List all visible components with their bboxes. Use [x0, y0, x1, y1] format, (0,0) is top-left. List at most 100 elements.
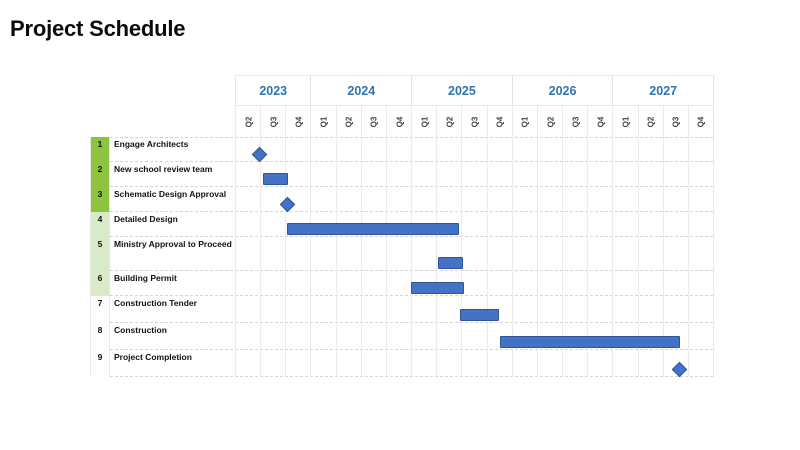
grid-vline — [310, 137, 312, 377]
grid-vline — [562, 137, 564, 377]
page-title: Project Schedule — [10, 16, 186, 41]
grid-vline — [436, 137, 438, 377]
quarter-cell — [486, 106, 512, 137]
task-number: 8 — [90, 323, 110, 350]
quarter-label: Q1 — [420, 116, 430, 127]
grid-vline — [612, 137, 614, 377]
quarter-cell — [385, 106, 411, 137]
quarter-cell — [360, 106, 386, 137]
quarter-cell — [562, 106, 587, 137]
task-number: 2 — [90, 162, 110, 187]
year-label: 2023 — [259, 83, 288, 98]
task-number: 3 — [90, 187, 110, 212]
quarter-label: Q1 — [319, 116, 329, 127]
grid-vline — [587, 137, 589, 377]
task-number: 6 — [90, 271, 110, 296]
quarter-cell — [612, 106, 637, 137]
grid-vline — [411, 137, 413, 377]
quarter-label: Q3 — [470, 116, 480, 127]
quarter-label: Q4 — [696, 116, 706, 127]
task-row — [90, 237, 714, 271]
task-row — [90, 212, 714, 237]
grid-vline — [687, 137, 689, 377]
grid-vline — [713, 137, 715, 377]
task-row — [90, 271, 714, 296]
quarter-label: Q3 — [369, 116, 379, 127]
quarter-label: Q4 — [395, 116, 405, 127]
grid-vline — [235, 137, 236, 377]
task-row — [90, 137, 714, 162]
quarter-cell — [637, 106, 663, 137]
quarter-label: Q3 — [269, 116, 279, 127]
task-name: Detailed Design — [114, 214, 178, 224]
quarter-label: Q2 — [445, 116, 455, 127]
year-cell: 2027 — [612, 75, 714, 106]
quarter-cell — [511, 106, 537, 137]
task-row — [90, 350, 714, 377]
year-label: 2026 — [548, 83, 577, 98]
grid-vline — [285, 137, 287, 377]
task-number: 5 — [90, 237, 110, 271]
header-right-edge — [713, 75, 715, 137]
year-label: 2024 — [347, 83, 376, 98]
quarter-label: Q4 — [294, 116, 304, 127]
year-cell: 2025 — [411, 75, 512, 106]
quarter-label: Q4 — [596, 116, 606, 127]
task-row — [90, 187, 714, 212]
task-name: Construction Tender — [114, 298, 197, 308]
quarter-label: Q4 — [495, 116, 505, 127]
quarter-label: Q1 — [520, 116, 530, 127]
task-number: 1 — [90, 137, 110, 162]
gantt-bar — [437, 257, 463, 269]
quarter-label: Q2 — [344, 116, 354, 127]
task-name: Building Permit — [114, 273, 177, 283]
quarter-label: Q2 — [244, 116, 254, 127]
quarter-cell — [335, 106, 361, 137]
quarter-label: Q3 — [571, 116, 581, 127]
year-label: 2027 — [649, 83, 678, 98]
task-name: New school review team — [114, 164, 213, 174]
quarter-cell — [461, 106, 486, 137]
year-cell: 2023 — [235, 75, 311, 106]
task-row — [90, 296, 714, 323]
grid-vline — [662, 137, 664, 377]
quarter-label: Q2 — [546, 116, 555, 127]
quarter-cell — [411, 106, 436, 137]
quarter-label: Q2 — [646, 116, 656, 127]
quarter-cell — [662, 106, 688, 137]
quarter-cell — [536, 106, 562, 137]
grid-vline — [260, 137, 262, 377]
gantt-bar — [287, 223, 459, 235]
gantt-bar — [411, 282, 464, 294]
grid-vline — [536, 137, 538, 377]
quarter-cell — [285, 106, 310, 137]
task-row — [90, 162, 714, 187]
year-cell: 2026 — [511, 75, 613, 106]
task-name: Project Completion — [114, 352, 192, 362]
task-name: Schematic Design Approval — [114, 189, 227, 199]
gantt-bar — [460, 309, 500, 321]
task-name: Construction — [114, 325, 167, 335]
task-row — [90, 323, 714, 350]
rows-top-line — [90, 137, 714, 138]
grid-vline — [385, 137, 387, 377]
task-number: 7 — [90, 296, 110, 323]
year-cell: 2024 — [310, 75, 412, 106]
quarter-cell — [235, 106, 260, 137]
task-number: 9 — [90, 350, 110, 377]
gantt-bar — [262, 173, 288, 185]
grid-vline — [486, 137, 488, 377]
gantt-bar — [500, 336, 681, 348]
quarter-cell — [310, 106, 335, 137]
grid-vline — [637, 137, 639, 377]
year-label: 2025 — [448, 83, 476, 98]
task-number: 4 — [90, 212, 110, 237]
grid-vline — [335, 137, 337, 377]
quarter-cell — [587, 106, 612, 137]
quarter-cell — [260, 106, 285, 137]
task-name: Engage Architects — [114, 139, 189, 149]
grid-vline — [360, 137, 362, 377]
task-name: Ministry Approval to Proceed — [114, 239, 232, 249]
quarter-cell — [687, 106, 713, 137]
